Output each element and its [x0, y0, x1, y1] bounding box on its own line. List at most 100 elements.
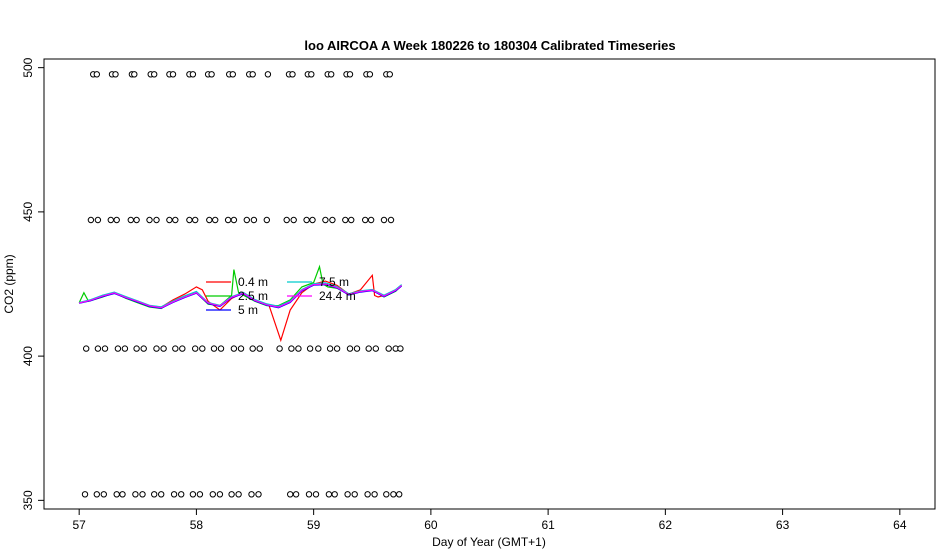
calibration-point [387, 216, 395, 224]
calibration-point [256, 345, 263, 352]
calibration-point [196, 491, 204, 498]
calibration-point [133, 345, 140, 352]
x-tick-label: 61 [541, 518, 555, 532]
calibration-point [366, 71, 374, 78]
x-axis: 57 58 59 60 61 62 63 64 [72, 508, 907, 532]
calibration-point [170, 491, 178, 498]
calibration-point [169, 71, 177, 78]
calibration-point [289, 71, 296, 78]
series-line [79, 283, 402, 309]
calibration-points-layer [81, 71, 404, 498]
calibration-point [315, 345, 322, 352]
calibration-point [206, 216, 213, 224]
legend-label: 7.5 m [319, 275, 349, 289]
calibration-point [308, 71, 315, 78]
calibration-point [178, 491, 185, 498]
calibration-point [94, 216, 102, 224]
calibration-point [290, 216, 297, 224]
calibration-point [189, 71, 197, 78]
calibration-point [192, 345, 199, 352]
calibration-point [230, 345, 238, 352]
calibration-point [295, 345, 302, 352]
calibration-point [306, 345, 314, 352]
calibration-point [172, 345, 179, 352]
calibration-point [146, 216, 153, 224]
calibration-point [346, 345, 354, 352]
calibration-point [276, 345, 283, 352]
calibration-point [179, 345, 186, 352]
calibration-point [208, 71, 215, 78]
calibration-point [344, 491, 351, 498]
legend-label: 24.4 m [319, 289, 356, 303]
x-tick-label: 62 [659, 518, 673, 532]
calibration-point [172, 216, 179, 224]
calibration-point [132, 491, 139, 498]
calibration-point [140, 345, 147, 352]
calibration-point [303, 216, 310, 224]
calibration-point [209, 491, 217, 498]
calibration-point [121, 345, 129, 352]
y-tick-label: 500 [21, 57, 35, 77]
calibration-point [386, 71, 393, 78]
x-tick-label: 60 [424, 518, 438, 532]
calibration-point [113, 491, 120, 498]
calibration-point [216, 491, 224, 498]
calibration-point [364, 491, 371, 498]
calibration-point [153, 345, 160, 352]
calibration-point [371, 491, 378, 498]
calibration-point [114, 345, 122, 352]
calibration-point [287, 491, 294, 498]
calibration-point [329, 216, 336, 224]
calibration-point [243, 216, 251, 224]
x-tick-label: 57 [72, 518, 86, 532]
legend-label: 2.5 m [238, 289, 268, 303]
calibration-point [83, 345, 90, 352]
calibration-point [263, 216, 270, 224]
calibration-point [224, 216, 232, 224]
calibration-point [348, 216, 355, 224]
calibration-point [312, 491, 320, 498]
calibration-point [93, 491, 101, 498]
calibration-point [333, 345, 341, 352]
legend-label: 0.4 m [238, 275, 268, 289]
calibration-point [210, 345, 218, 352]
calibration-point [158, 491, 165, 498]
calibration-point [87, 216, 95, 224]
calibration-point [249, 71, 256, 78]
calibration-point [322, 216, 329, 224]
calibration-point [385, 345, 392, 352]
calibration-point [189, 491, 197, 498]
calibration-point [380, 216, 388, 224]
calibration-point [212, 216, 219, 224]
calibration-point [237, 345, 245, 352]
calibration-point [112, 71, 119, 78]
calibration-point [255, 491, 262, 498]
calibration-point [93, 71, 101, 78]
calibration-point [119, 491, 126, 498]
calibration-point [81, 491, 89, 498]
calibration-point [383, 491, 390, 498]
calibration-point [250, 216, 258, 224]
calibration-point [249, 345, 256, 352]
calibration-point [397, 345, 404, 352]
calibration-point [292, 491, 300, 498]
calibration-point [309, 216, 316, 224]
y-tick-label: 450 [21, 202, 35, 222]
calibration-point [131, 71, 138, 78]
y-tick-label: 400 [21, 346, 35, 366]
calibration-point [228, 491, 235, 498]
calibration-point [151, 491, 158, 498]
calibration-point [342, 216, 349, 224]
calibration-point [127, 216, 135, 224]
calibration-point [133, 216, 140, 224]
calibration-point [328, 71, 335, 78]
calibration-point [248, 491, 255, 498]
y-axis: 350 400 450 500 [21, 57, 45, 510]
x-axis-label: Day of Year (GMT+1) [432, 535, 546, 549]
calibration-point [264, 71, 272, 78]
x-tick-label: 64 [893, 518, 907, 532]
y-tick-label: 350 [21, 490, 35, 510]
calibration-point [325, 491, 333, 498]
calibration-point [288, 345, 295, 352]
